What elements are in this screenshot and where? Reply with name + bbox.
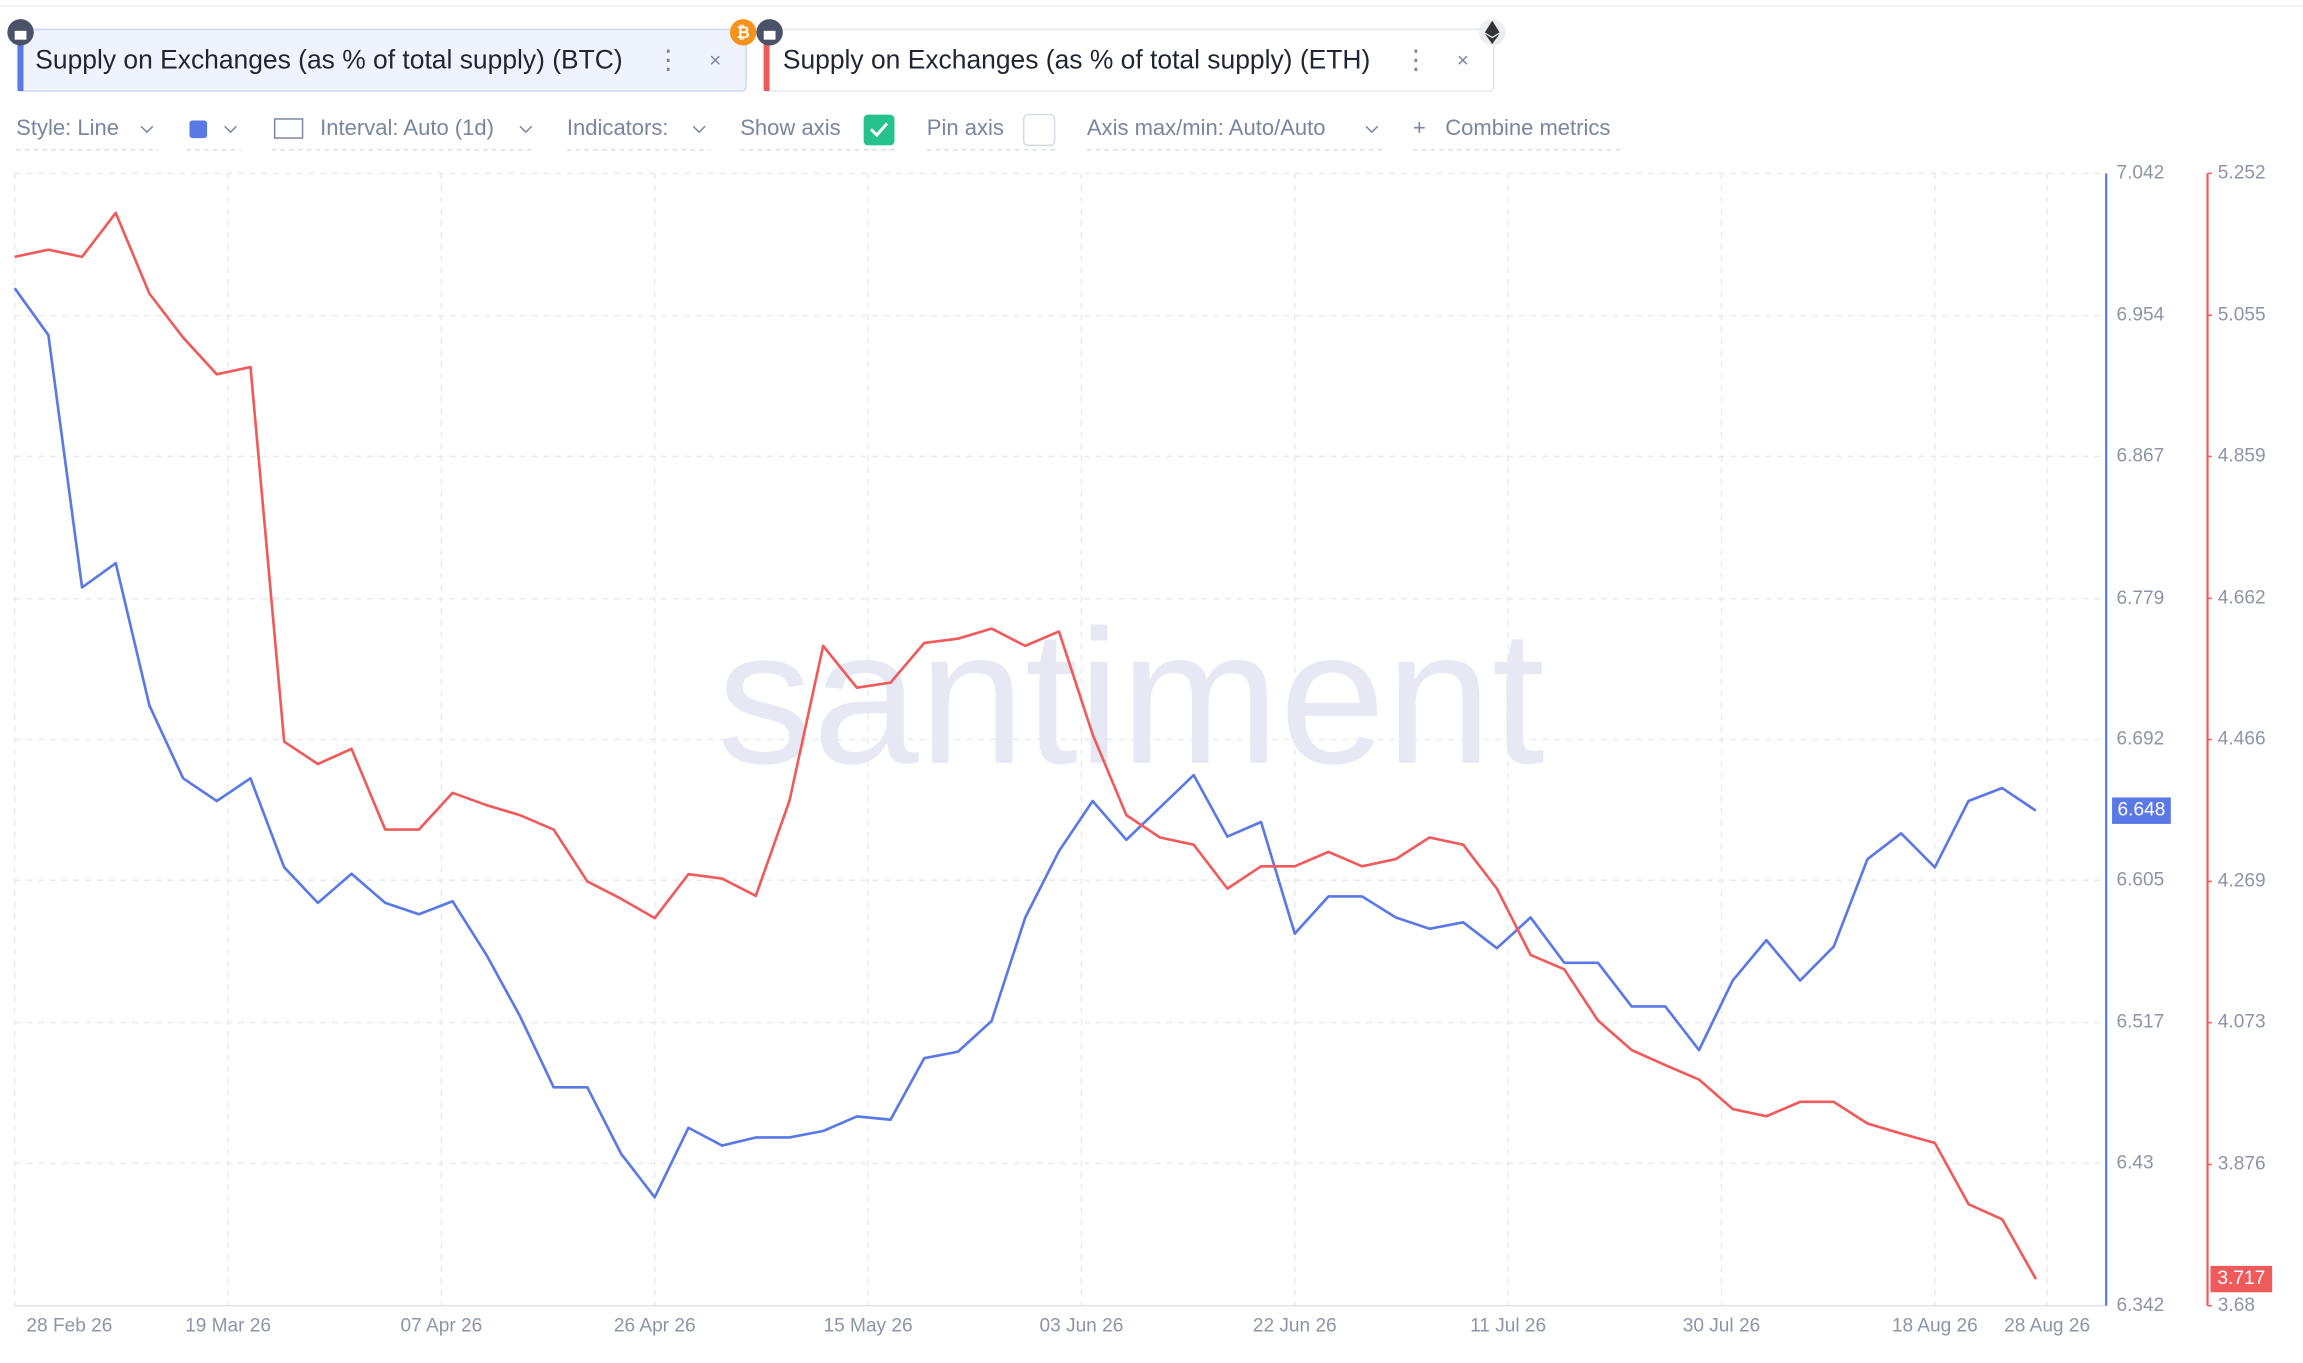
x-tick-label: 07 Apr 26 (401, 1315, 483, 1336)
indicators-select[interactable]: Indicators: (567, 115, 669, 140)
tab-color (763, 29, 770, 92)
show-axis-checkbox[interactable] (863, 114, 895, 146)
toolbar: Style: Line Interval: Auto (1d) Indicato… (16, 113, 1625, 151)
chevron (1365, 125, 1379, 134)
last-value-badge (2210, 1265, 2273, 1293)
y-tick-label: 6.342 (2116, 1295, 2164, 1316)
plot: 6.342 6.43 6.517 6.605 6.692 6.779 6.867 6.954 7… (13, 162, 2273, 1336)
watermark: santiment (717, 591, 1545, 804)
axis-range-select[interactable]: Axis max/min: Auto/Auto (1087, 115, 1326, 140)
y2-tick-label: 4.859 (2218, 445, 2266, 466)
series-line (13, 287, 2037, 1199)
x-tick-label: 28 Aug 26 (2004, 1315, 2090, 1336)
tab-btc[interactable]: Supply on Exchanges (as % of total suppl… (16, 28, 747, 92)
last-value-label: 6.648 (2118, 800, 2166, 821)
color-select[interactable] (189, 120, 208, 139)
btc-symbol: ₿ (737, 24, 750, 42)
x-tick-label: 28 Feb 26 (26, 1315, 112, 1336)
y-tick-label: 6.954 (2116, 305, 2164, 326)
interval-select[interactable]: Interval: Auto (1d) (320, 115, 494, 140)
chevron (140, 125, 154, 134)
lock-body (763, 30, 776, 40)
x-tick-label: 22 Jun 26 (1253, 1315, 1337, 1336)
btc-icon (729, 19, 757, 46)
y2-tick-label: 4.073 (2218, 1012, 2266, 1033)
y2-tick-label: 4.662 (2218, 587, 2266, 608)
y2-tick-label: 4.466 (2218, 729, 2266, 750)
tab-close[interactable]: × (1457, 49, 1469, 72)
x-tick-label: 30 Jul 26 (1683, 1315, 1760, 1336)
chevron (519, 125, 533, 134)
y2-tick-label: 5.055 (2218, 304, 2266, 325)
y2-tick-label: 5.252 (2218, 162, 2266, 183)
y-tick-label: 6.692 (2116, 729, 2164, 750)
y-tick-label: 6.867 (2116, 445, 2164, 466)
show-axis-label[interactable]: Show axis (740, 115, 840, 140)
last-value-label: 3.717 (2217, 1268, 2265, 1289)
checkmark (869, 122, 889, 138)
tab-close[interactable]: × (709, 49, 721, 72)
x-tick-label: 26 Apr 26 (614, 1315, 696, 1336)
y-tick-label: 6.43 (2116, 1152, 2153, 1173)
lock-body (14, 30, 27, 40)
y-tick-label: 6.605 (2116, 869, 2164, 890)
style-select[interactable]: Style: Line (16, 115, 119, 140)
x-tick-label: 03 Jun 26 (1040, 1315, 1124, 1336)
y2-tick-label: 3.876 (2218, 1154, 2266, 1175)
chevron (692, 125, 706, 134)
tab-menu[interactable]: ⋮ (655, 45, 681, 75)
pin-axis-checkbox[interactable] (1022, 113, 1056, 147)
plus-icon: + (1413, 115, 1426, 140)
y-tick-label: 6.517 (2116, 1012, 2164, 1033)
eth-symbol (1484, 20, 1500, 45)
tab-color (17, 29, 24, 92)
chevron (224, 125, 237, 134)
y-tick-label: 7.042 (2116, 162, 2164, 183)
tab-eth[interactable]: Supply on Exchanges (as % of total suppl… (763, 28, 1495, 92)
y2-tick-label: 3.68 (2218, 1295, 2255, 1316)
x-tick-label: 19 Mar 26 (185, 1315, 271, 1336)
y-tick-label: 6.779 (2116, 588, 2164, 609)
x-tick-label: 11 Jul 26 (1470, 1315, 1546, 1336)
series-line (14, 211, 2038, 1280)
x-tick-label: 15 May 26 (824, 1315, 913, 1336)
x-tick-label: 18 Aug 26 (1892, 1315, 1978, 1336)
tab-menu[interactable]: ⋮ (1403, 45, 1429, 75)
combine-metrics[interactable]: Combine metrics (1445, 115, 1610, 140)
last-value-badge (2112, 797, 2171, 824)
tab-label: Supply on Exchanges (as % of total suppl… (783, 45, 1370, 75)
y2-tick-label: 4.269 (2218, 870, 2266, 891)
interval-icon (273, 118, 304, 139)
pin-axis-label[interactable]: Pin axis (927, 115, 1004, 140)
tab-label: Supply on Exchanges (as % of total suppl… (35, 45, 622, 75)
